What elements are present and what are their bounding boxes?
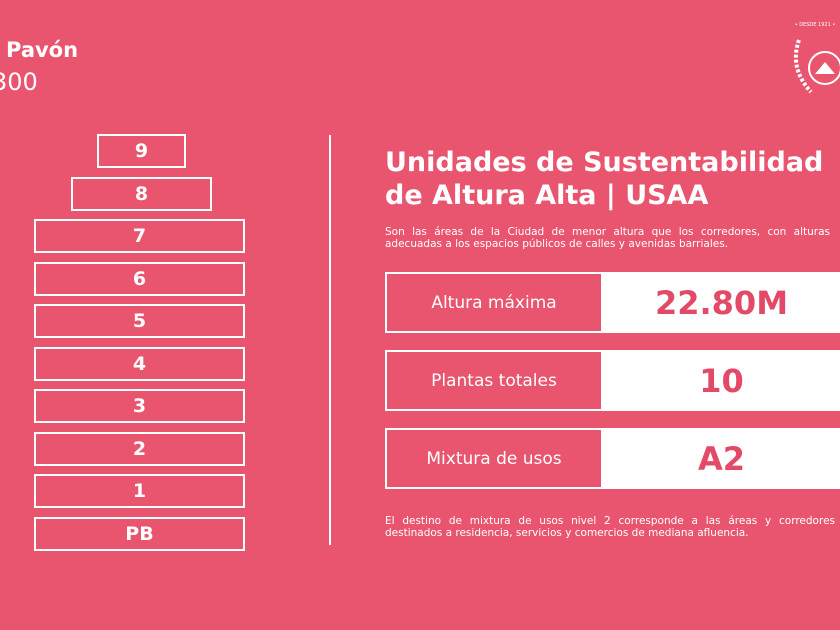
floor-box: 6 — [34, 261, 245, 296]
title-line: Unidades de Sustentabilidad — [385, 147, 824, 178]
title-line: de Altura Alta | USAA — [385, 180, 709, 211]
stat-value: A2 — [603, 428, 840, 489]
floor-box: 3 — [34, 389, 245, 423]
floor-box: 2 — [34, 431, 245, 466]
section-title: Unidades de Sustentabilidad de Altura Al… — [385, 146, 823, 212]
floor-box: 8 — [71, 176, 212, 211]
floor-box: 1 — [34, 474, 245, 508]
stat-value: 10 — [603, 350, 840, 411]
stat-value: 22.80M — [603, 272, 840, 333]
stat-label: Plantas totales — [385, 350, 603, 411]
floor-box: PB — [34, 516, 245, 551]
floor-box: 5 — [34, 304, 245, 338]
floor-box: 4 — [34, 346, 245, 381]
description: Son las áreas de la Ciudad de menor altu… — [385, 226, 830, 250]
floor-box: 7 — [34, 219, 245, 253]
header-title: Pavón — [6, 38, 79, 62]
divider — [329, 135, 331, 545]
logo-text: • DESDE 1921 • — [795, 22, 836, 28]
floor-box: 9 — [97, 134, 186, 168]
logo: • DESDE 1921 • — [794, 22, 840, 94]
stat-label: Mixtura de usos — [385, 428, 603, 489]
stat-label: Altura máxima — [385, 272, 603, 333]
footnote: El destino de mixtura de usos nivel 2 co… — [385, 515, 835, 539]
header-subtitle: 300 — [0, 68, 38, 96]
